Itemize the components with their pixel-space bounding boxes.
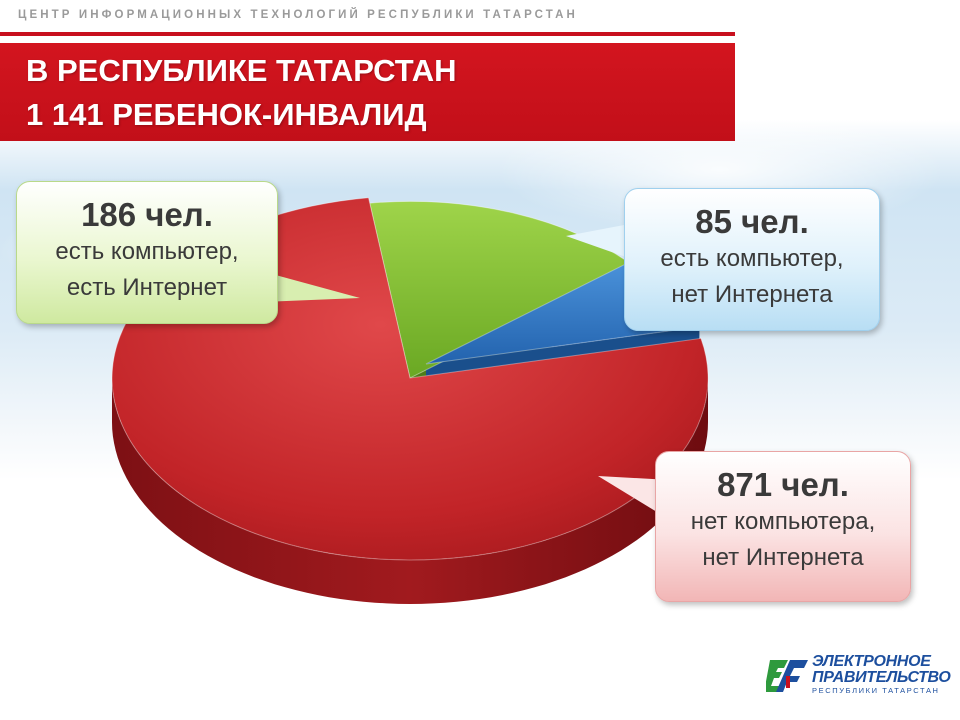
organization-header: ЦЕНТР ИНФОРМАЦИОННЫХ ТЕХНОЛОГИЙ РЕСПУБЛИ… xyxy=(18,9,578,21)
callout-desc-line1: нет компьютера, xyxy=(690,508,876,535)
title-line-1: В РЕСПУБЛИКЕ ТАТАРСТАН xyxy=(26,53,457,88)
callout-value: 186 чел. xyxy=(81,196,213,233)
logo-text-line2: ПРАВИТЕЛЬСТВО xyxy=(812,669,951,686)
callout-pointer-blue xyxy=(566,222,640,262)
callout-pointer-red xyxy=(598,476,670,520)
callout-no-computer-no-internet: 871 чел. нет компьютера, нет Интернета xyxy=(655,451,911,602)
callout-desc-line1: есть компьютер, xyxy=(660,245,844,272)
callout-computer-internet: 186 чел. есть компьютер, есть Интернет xyxy=(16,181,278,324)
callout-value: 871 чел. xyxy=(717,466,849,503)
pie-slice-side-no-computer-no-internet xyxy=(112,378,708,604)
header-divider xyxy=(0,32,735,36)
logo-text-line1: ЭЛЕКТРОННОЕ xyxy=(812,653,931,670)
callout-value: 85 чел. xyxy=(695,203,809,240)
callout-desc-line1: есть компьютер, xyxy=(55,238,239,265)
title-line-2: 1 141 РЕБЕНОК-ИНВАЛИД xyxy=(26,97,427,132)
callout-desc-line2: есть Интернет xyxy=(66,274,228,301)
callout-computer-no-internet: 85 чел. есть компьютер, нет Интернета xyxy=(624,188,880,331)
logo-text-line3: РЕСПУБЛИКИ ТАТАРСТАН xyxy=(812,686,940,695)
callout-desc-line2: нет Интернета xyxy=(702,544,864,571)
title-banner: В РЕСПУБЛИКЕ ТАТАРСТАН 1 141 РЕБЕНОК-ИНВ… xyxy=(0,43,735,141)
callout-desc-line2: нет Интернета xyxy=(671,281,833,308)
e-government-logo-icon xyxy=(766,660,808,692)
e-government-logo: ЭЛЕКТРОННОЕ ПРАВИТЕЛЬСТВО РЕСПУБЛИКИ ТАТ… xyxy=(766,650,951,696)
